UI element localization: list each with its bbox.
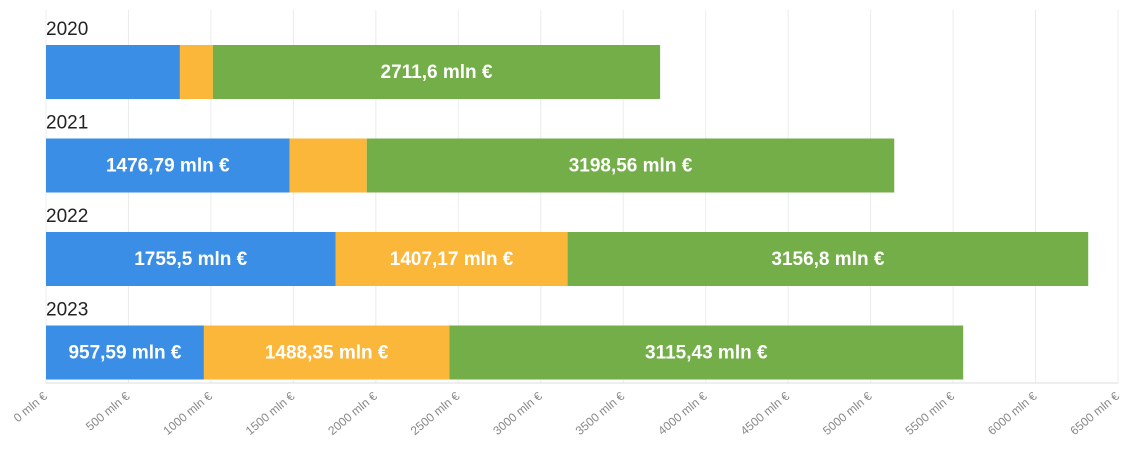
bar-segment [289,138,367,193]
bar-segment [46,45,180,99]
value-label: 3198,56 mln € [569,156,693,177]
value-label: 1755,5 mln € [134,249,247,270]
value-label: 3115,43 mln € [645,343,768,364]
x-tick-label: 500 mln € [83,389,133,434]
bar-segment [179,45,213,99]
x-tick-label: 4000 mln € [655,389,710,438]
x-tick-label: 2500 mln € [408,389,463,438]
bar-segment [212,45,661,99]
x-tick-label: 0 mln € [11,389,50,425]
x-tick-label: 2000 mln € [325,389,380,438]
value-label: 1488,35 mln € [265,343,389,364]
bar-segment [46,325,204,380]
x-tick-label: 3500 mln € [573,389,628,438]
bar-segment [335,232,568,286]
x-tick-label: 4500 mln € [738,389,793,438]
value-label: 1407,17 mln € [390,249,514,270]
value-label: 957,59 mln € [68,343,181,364]
x-tick-label: 5500 mln € [903,389,958,438]
category-label: 2023 [46,300,88,321]
value-label: 2711,6 mln € [381,62,493,83]
value-label: 3156,8 mln € [771,249,884,270]
bar-segment [366,138,895,193]
bar-segment [203,325,450,380]
bar-segment [567,232,1089,286]
value-label: 1476,79 mln € [106,156,230,177]
x-tick-label: 6500 mln € [1067,389,1122,438]
x-tick-label: 6000 mln € [985,389,1040,438]
x-tick-label: 5000 mln € [820,389,875,438]
bar-segment [46,138,290,193]
category-label: 2020 [46,19,88,40]
x-tick-label: 1000 mln € [160,389,215,438]
category-label: 2021 [46,113,88,134]
bar-segment [46,232,336,286]
category-label: 2022 [46,206,88,227]
x-tick-label: 3000 mln € [490,389,545,438]
bar-segment [449,325,964,380]
x-tick-label: 1500 mln € [243,389,298,438]
